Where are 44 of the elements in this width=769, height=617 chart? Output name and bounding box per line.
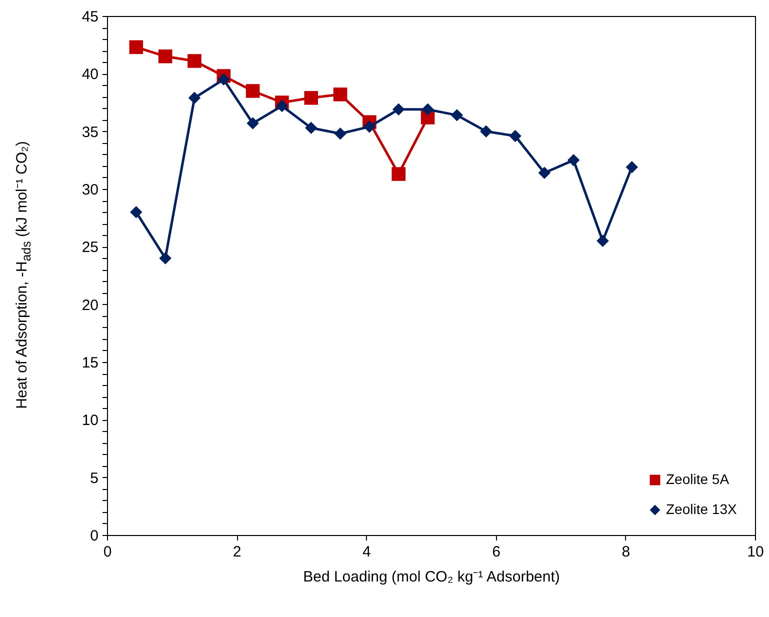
point — [422, 103, 434, 116]
point — [450, 109, 464, 122]
y-tick-label: 35 — [82, 124, 98, 141]
y-tick-label: 40 — [82, 66, 98, 84]
point — [392, 167, 406, 181]
legend-label: Zeolite 5A — [666, 471, 730, 487]
point — [509, 130, 522, 142]
point — [246, 117, 259, 130]
x-tick-label: 8 — [622, 544, 630, 560]
point — [246, 84, 260, 98]
point — [188, 54, 202, 68]
y-tick-label: 20 — [82, 296, 98, 314]
point — [304, 90, 318, 105]
y-tick-label: 5 — [90, 470, 98, 487]
point — [130, 206, 142, 218]
point — [159, 252, 172, 264]
point — [304, 122, 318, 134]
point — [188, 92, 201, 104]
point — [218, 73, 230, 86]
point — [538, 166, 551, 179]
legend-label: Zeolite 13X — [666, 501, 738, 517]
y-tick-label: 0 — [90, 528, 98, 544]
point — [129, 40, 144, 54]
x-tick-label: 2 — [232, 544, 242, 560]
point — [158, 49, 172, 64]
y-tick-label: 45 — [82, 8, 98, 26]
y-tick-label: 25 — [82, 239, 98, 256]
x-axis-title: Bed Loading (mol CO₂ kg⁻¹ Adsorbent) — [303, 568, 560, 586]
point — [626, 160, 638, 174]
point — [480, 125, 492, 138]
point — [333, 88, 348, 102]
point — [276, 100, 288, 112]
x-tick-label: 10 — [747, 544, 764, 560]
point — [334, 128, 346, 140]
point — [567, 154, 580, 166]
point — [596, 234, 609, 248]
y-tick-label: 10 — [82, 412, 98, 430]
x-tick-label: 6 — [492, 544, 500, 560]
point — [363, 120, 376, 133]
x-tick-label: 0 — [103, 544, 112, 560]
point — [392, 103, 405, 116]
y-tick-label: 15 — [82, 354, 98, 372]
x-tick-label: 4 — [362, 544, 371, 560]
y-tick-label: 30 — [82, 182, 98, 198]
